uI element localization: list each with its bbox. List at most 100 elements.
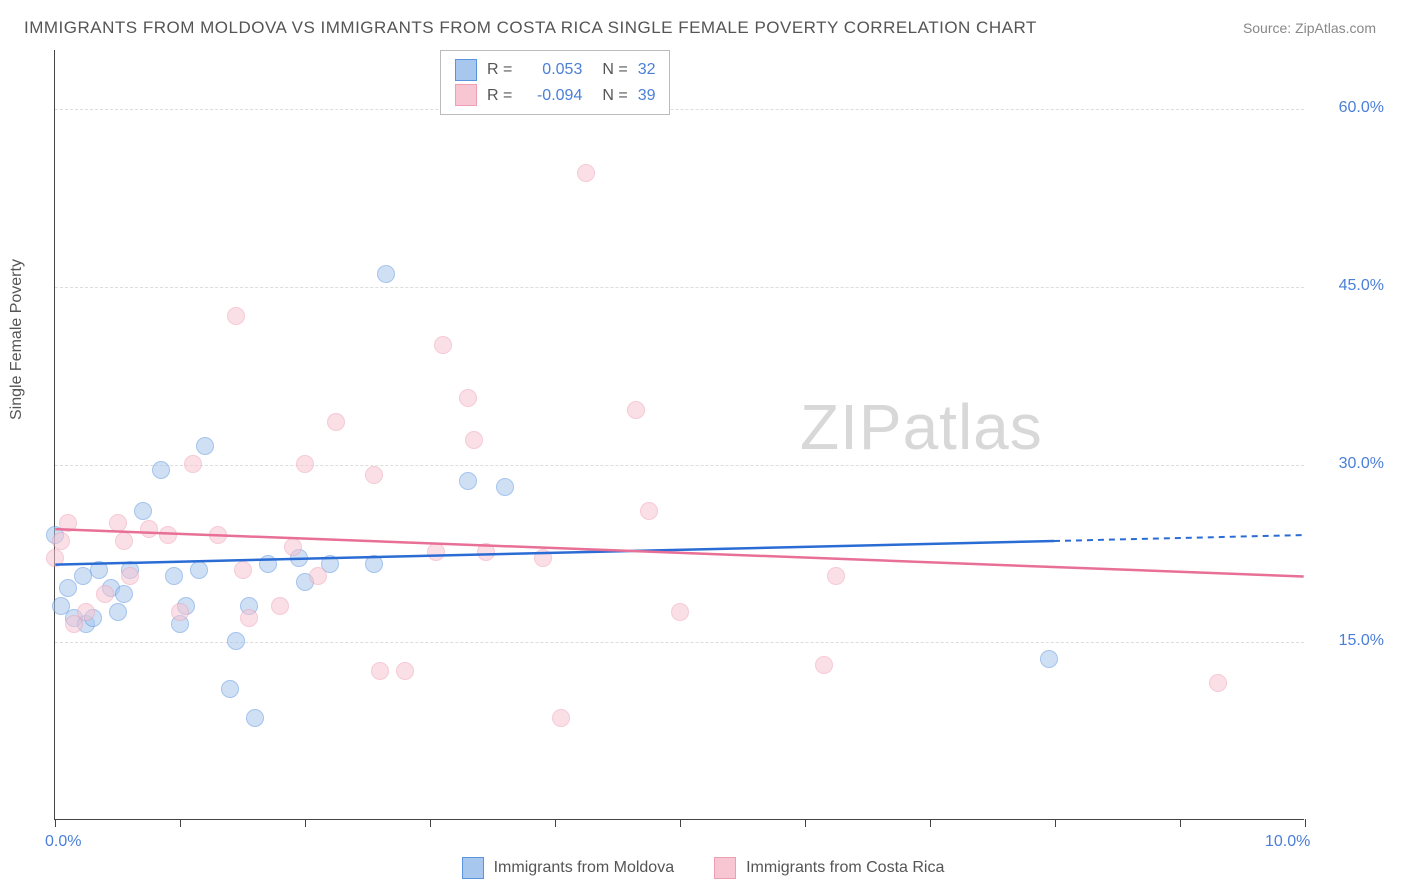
source-label: Source: ZipAtlas.com [1243,20,1376,36]
trend-lines [55,50,1304,819]
scatter-point [552,709,570,727]
scatter-point [284,538,302,556]
scatter-point [77,603,95,621]
scatter-point [1040,650,1058,668]
scatter-point [109,514,127,532]
scatter-point [109,603,127,621]
scatter-point [327,413,345,431]
gridline [55,109,1304,110]
x-tick-label: 0.0% [45,833,81,851]
gridline [55,465,1304,466]
legend-series-name: Immigrants from Costa Rica [746,859,944,877]
scatter-point [434,336,452,354]
scatter-point [234,561,252,579]
scatter-point [165,567,183,585]
scatter-point [227,307,245,325]
scatter-point [296,455,314,473]
plot-area: 15.0%30.0%45.0%60.0%0.0%10.0% [54,50,1304,820]
legend-item: Immigrants from Moldova [462,857,675,879]
scatter-point [90,561,108,579]
y-tick-label: 30.0% [1339,455,1384,473]
scatter-point [396,662,414,680]
scatter-point [259,555,277,573]
legend-r-label: R = [487,57,512,83]
y-tick-label: 45.0% [1339,277,1384,295]
legend-row: R = -0.094 N = 39 [455,83,655,109]
scatter-point [365,555,383,573]
scatter-point [534,549,552,567]
scatter-point [134,502,152,520]
scatter-point [671,603,689,621]
scatter-point [371,662,389,680]
scatter-point [209,526,227,544]
x-tick [180,819,181,827]
y-tick-label: 60.0% [1339,99,1384,117]
scatter-point [190,561,208,579]
gridline [55,287,1304,288]
legend-swatch [455,59,477,81]
x-tick [1305,819,1306,827]
scatter-point [52,532,70,550]
legend-r-value: 0.053 [522,57,582,83]
scatter-point [309,567,327,585]
x-tick [55,819,56,827]
scatter-point [221,680,239,698]
scatter-point [96,585,114,603]
scatter-point [459,472,477,490]
legend-row: R = 0.053 N = 32 [455,57,655,83]
legend-r-value: -0.094 [522,83,582,109]
scatter-point [46,549,64,567]
scatter-point [427,543,445,561]
scatter-point [184,455,202,473]
legend-item: Immigrants from Costa Rica [714,857,944,879]
legend-n-value: 39 [638,83,656,109]
legend-swatch [714,857,736,879]
scatter-point [227,632,245,650]
scatter-point [196,437,214,455]
x-tick [680,819,681,827]
scatter-point [477,543,495,561]
x-tick-label: 10.0% [1265,833,1310,851]
scatter-point [115,532,133,550]
scatter-point [465,431,483,449]
correlation-legend: R = 0.053 N = 32 R = -0.094 N = 39 [440,50,670,115]
scatter-point [59,514,77,532]
x-tick [430,819,431,827]
scatter-point [827,567,845,585]
scatter-point [115,585,133,603]
y-axis-label: Single Female Poverty [8,259,26,420]
y-tick-label: 15.0% [1339,632,1384,650]
x-tick [930,819,931,827]
scatter-point [459,389,477,407]
scatter-point [365,466,383,484]
legend-series-name: Immigrants from Moldova [494,859,675,877]
legend-swatch [455,84,477,106]
scatter-point [59,579,77,597]
x-tick [305,819,306,827]
x-tick [555,819,556,827]
scatter-point [159,526,177,544]
scatter-point [140,520,158,538]
scatter-point [377,265,395,283]
legend-swatch [462,857,484,879]
scatter-point [627,401,645,419]
x-tick [1180,819,1181,827]
scatter-point [815,656,833,674]
scatter-point [271,597,289,615]
scatter-point [152,461,170,479]
series-legend: Immigrants from Moldova Immigrants from C… [0,857,1406,884]
legend-n-value: 32 [638,57,656,83]
scatter-point [171,603,189,621]
scatter-point [577,164,595,182]
x-tick [805,819,806,827]
scatter-point [640,502,658,520]
legend-n-label: N = [602,83,627,109]
scatter-point [1209,674,1227,692]
scatter-point [121,567,139,585]
chart-title: IMMIGRANTS FROM MOLDOVA VS IMMIGRANTS FR… [24,18,1037,38]
legend-n-label: N = [602,57,627,83]
scatter-point [246,709,264,727]
scatter-point [496,478,514,496]
legend-r-label: R = [487,83,512,109]
x-tick [1055,819,1056,827]
